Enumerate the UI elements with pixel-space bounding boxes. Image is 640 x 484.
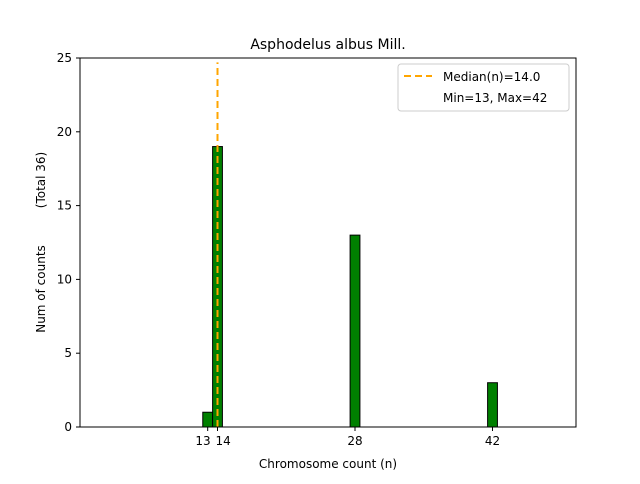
legend-box <box>397 63 570 112</box>
x-tick-label-42: 42 <box>485 434 500 448</box>
x-axis-label: Chromosome count (n) <box>259 457 397 471</box>
legend-median-label: Median(n)=14.0 <box>443 70 540 84</box>
plot-area-frame <box>79 57 577 428</box>
legend: Median(n)=14.0 Min=13, Max=42 <box>397 63 570 112</box>
bar-42 <box>487 382 498 428</box>
x-tick-label-14: 14 <box>216 434 231 448</box>
chart-title: Asphodelus albus Mill. <box>250 37 405 53</box>
legend-minmax-label: Min=13, Max=42 <box>443 91 547 105</box>
bar-13 <box>202 411 214 428</box>
y-axis-label: Num of counts <box>34 245 48 333</box>
y-tick-label-15: 15 <box>57 199 72 213</box>
y-tick-label-20: 20 <box>57 125 72 139</box>
y-tick-label-10: 10 <box>57 272 72 286</box>
y-tick-label-25: 25 <box>57 51 72 65</box>
bar-28 <box>349 234 361 428</box>
bar-14 <box>212 146 223 428</box>
y-axis-total-label: (Total 36) <box>34 152 48 208</box>
y-tick-label-0: 0 <box>64 420 72 434</box>
y-tick-label-5: 5 <box>64 346 72 360</box>
x-tick-label-28: 28 <box>347 434 362 448</box>
x-tick-label-13: 13 <box>195 434 210 448</box>
